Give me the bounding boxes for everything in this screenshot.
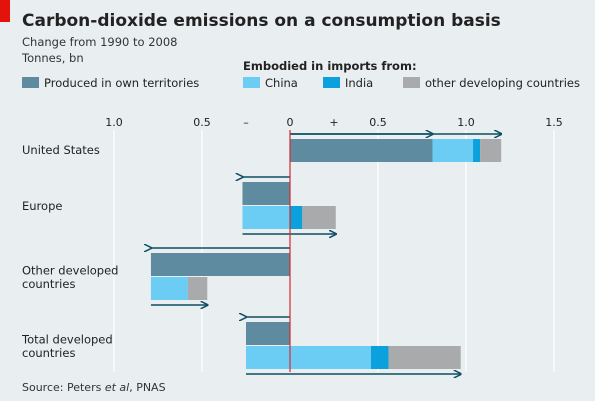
bar-india [370, 346, 389, 369]
legend-swatch-other [403, 77, 420, 88]
bar-china [242, 206, 290, 229]
legend-swatch-china [243, 77, 260, 88]
legend-label-other: other developing countries [425, 76, 580, 90]
category-label: countries [22, 346, 75, 360]
bar-other [187, 277, 208, 300]
source-suffix: , PNAS [129, 381, 165, 394]
accent-bar [0, 0, 10, 22]
category-label: Total developed [21, 332, 113, 346]
source-note: Source: Peters et al, PNAS [22, 381, 166, 394]
bar-china [150, 277, 188, 300]
x-tick-label: 1.0 [457, 116, 475, 129]
bar-other [302, 206, 336, 229]
bar-own [242, 182, 290, 205]
chart-title: Carbon-dioxide emissions on a consumptio… [22, 11, 501, 31]
bar-own [290, 139, 433, 162]
bar-own [150, 253, 290, 276]
chart-subtitle: Change from 1990 to 2008 [22, 35, 178, 49]
x-tick-label: 1.5 [545, 116, 563, 129]
x-tick-label: 0.5 [369, 116, 387, 129]
bar-other [388, 346, 461, 369]
source-etal: et al [105, 381, 129, 394]
category-label: countries [22, 277, 75, 291]
chart-unit: Tonnes, bn [21, 51, 84, 65]
bar-other [480, 139, 502, 162]
bar-india [473, 139, 481, 162]
legend-label-own: Produced in own territories [44, 76, 199, 90]
negative-sign-label: – [243, 116, 249, 129]
category-label: Other developed [22, 263, 118, 277]
legend-swatch-own [22, 77, 39, 88]
bar-own [246, 322, 290, 345]
source-prefix: Source: Peters [22, 381, 105, 394]
category-label: United States [22, 143, 100, 157]
plot-area: 1.0 0.5 0 0.5 1.0 1.5 – + United States Europe Oth… [21, 116, 563, 374]
legend: Embodied in imports from: Produced in ow… [22, 59, 580, 90]
category-label: Europe [22, 199, 62, 213]
bar-india [290, 206, 303, 229]
x-tick-label: 0.5 [193, 116, 211, 129]
positive-sign-label: + [329, 116, 338, 129]
legend-label-china: China [265, 76, 298, 90]
x-tick-label: 1.0 [105, 116, 123, 129]
bar-china [246, 346, 371, 369]
legend-swatch-india [323, 77, 340, 88]
bar-china [432, 139, 474, 162]
legend-imports-heading: Embodied in imports from: [243, 59, 417, 73]
legend-label-india: India [345, 76, 373, 90]
x-tick-label: 0 [287, 116, 294, 129]
